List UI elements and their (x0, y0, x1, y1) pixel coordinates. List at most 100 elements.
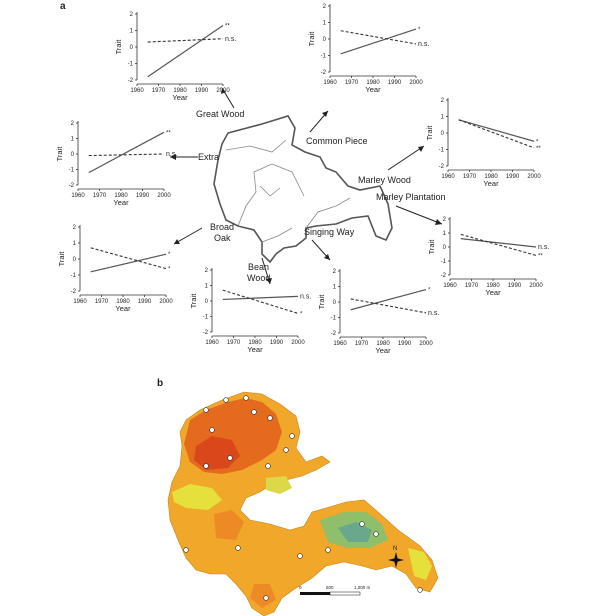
arrow-marley-plantation (395, 205, 443, 225)
solid-trend-line (340, 28, 417, 55)
y-tick-label: 2 (323, 4, 327, 10)
dashed-significance-label: * (300, 311, 303, 317)
y-tick-label: 1 (333, 285, 337, 291)
x-tick-label: 1960 (441, 174, 455, 180)
arrows (170, 87, 443, 285)
arrow-marley-wood (387, 145, 425, 171)
x-tick-label: 2000 (291, 340, 305, 346)
plot-broad-oak: 2 1 0 -1 -2 1960 1970 1980 1990 2000 Year Trait * * (57, 225, 173, 313)
site-label-extra: Extra (198, 152, 219, 162)
solid-significance-label: ** (166, 130, 171, 136)
x-axis-label: Year (483, 179, 499, 188)
x-tick-label: 2000 (419, 341, 433, 347)
plot-common-piece: 2 1 0 -1 -2 1960 1970 1980 1990 2000 Year Trait * n.s… (307, 4, 429, 94)
y-tick-label: -1 (69, 168, 75, 174)
solid-significance-label: * (418, 27, 421, 33)
arrow-great-wood (221, 87, 235, 109)
x-tick-label: 1960 (443, 283, 457, 289)
solid-trend-line (460, 238, 537, 248)
y-tick-label: 0 (130, 45, 134, 51)
solid-trend-line (350, 289, 427, 311)
y-tick-label: 2 (130, 12, 134, 18)
solid-trend-line (147, 25, 224, 78)
x-tick-label: 2000 (409, 80, 423, 86)
x-tick-label: 1960 (205, 340, 219, 346)
panel-label-a: a (60, 1, 66, 12)
dashed-significance-label: ** (538, 253, 543, 259)
x-tick-label: 2000 (159, 299, 173, 305)
x-tick-label: 1960 (323, 80, 337, 86)
y-tick-label: -1 (71, 273, 77, 279)
plot-marley-plantation: 2 1 0 -1 -2 1960 1970 1980 1990 2000 Year Trait n.s.… (427, 217, 549, 297)
y-tick-label: -2 (331, 331, 337, 337)
dashed-trend-line (340, 30, 417, 45)
site-label-bean-wood-1: Bean (248, 262, 269, 272)
scale-label-1000: 1,000 m (354, 585, 371, 590)
site-label-bean-wood-2: Wood (247, 273, 270, 283)
x-tick-label: 2000 (527, 174, 541, 180)
x-tick-label: 1980 (486, 283, 500, 289)
x-axis-label: Year (115, 304, 131, 313)
y-axis-label: Trait (57, 251, 66, 267)
x-tick-label: 1990 (506, 174, 520, 180)
y-tick-label: 0 (323, 37, 327, 43)
x-axis-label: Year (365, 85, 381, 94)
plot-bean-wood: 2 1 0 -1 -2 1960 1970 1980 1990 2000 Year Trait n.s.… (189, 268, 311, 354)
plot-singing-way: 2 1 0 -1 -2 1960 1970 1980 1990 2000 Year Trait * n.s… (317, 269, 439, 355)
y-tick-label: -1 (439, 148, 445, 154)
x-tick-label: 1990 (270, 340, 284, 346)
x-tick-label: 2000 (216, 88, 230, 94)
map-yellow-patch-2 (408, 548, 432, 580)
x-axis-label: Year (247, 345, 263, 354)
compass-icon: N (388, 546, 404, 568)
y-axis-label: Trait (189, 293, 198, 309)
y-tick-label: 0 (333, 300, 337, 306)
x-tick-label: 1990 (136, 193, 150, 199)
y-tick-label: 2 (441, 98, 445, 104)
y-tick-label: 1 (205, 284, 209, 290)
dashed-significance-label: n.s. (225, 36, 236, 43)
x-tick-label: 1970 (355, 341, 369, 347)
site-label-broad-oak-2: Oak (214, 233, 231, 243)
scale-label-0: 0 (299, 585, 302, 590)
x-axis-label: Year (113, 198, 129, 207)
dashed-trend-line (88, 153, 165, 157)
x-tick-label: 1970 (465, 283, 479, 289)
y-tick-label: -1 (331, 316, 337, 322)
y-axis-label: Trait (317, 294, 326, 310)
y-axis-label: Trait (55, 146, 64, 162)
x-tick-label: 1970 (345, 80, 359, 86)
y-tick-label: 2 (71, 121, 75, 127)
y-tick-label: 0 (73, 257, 77, 263)
y-tick-label: -2 (321, 70, 327, 76)
map-orange-patch (214, 510, 244, 540)
x-tick-label: 1980 (484, 174, 498, 180)
dashed-trend-line (90, 247, 167, 270)
solid-trend-line (222, 295, 299, 301)
y-tick-label: -1 (203, 315, 209, 321)
dashed-trend-line (222, 289, 299, 314)
y-tick-label: 0 (205, 299, 209, 305)
site-label-great-wood: Great Wood (196, 109, 244, 119)
dashed-trend-line (147, 38, 224, 43)
x-tick-label: 1970 (95, 299, 109, 305)
scale-bar: 0 500 1,000 m (299, 585, 371, 596)
y-tick-label: 1 (71, 137, 75, 143)
site-label-broad-oak-1: Broad (210, 222, 234, 232)
y-tick-label: -2 (69, 183, 75, 189)
solid-significance-label: * (168, 252, 171, 258)
x-tick-label: 1990 (398, 341, 412, 347)
dashed-trend-line (460, 233, 537, 256)
site-label-singing-way: Singing Way (304, 227, 355, 237)
dashed-trend-line (350, 298, 427, 314)
x-axis-label: Year (485, 288, 501, 297)
y-axis-label: Trait (307, 31, 316, 47)
y-axis-label: Trait (114, 39, 123, 55)
map-teal-patch (338, 522, 372, 542)
solid-significance-label: ** (225, 24, 230, 30)
x-tick-label: 1980 (114, 193, 128, 199)
site-label-marley-plantation: Marley Plantation (376, 192, 446, 202)
x-tick-label: 1960 (71, 193, 85, 199)
